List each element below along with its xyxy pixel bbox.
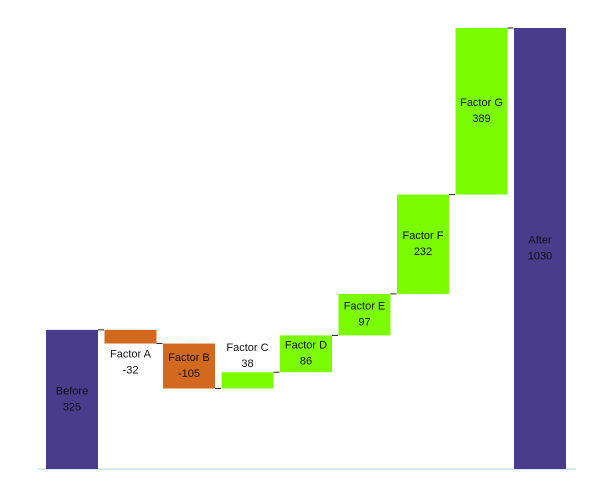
value-label: 232 [414,246,432,258]
total-bar [46,329,98,469]
value-label: -105 [178,368,200,380]
value-label: -32 [123,364,139,376]
total-bar [514,28,566,469]
bar-label: Factor G [460,97,503,109]
value-label: 38 [241,358,253,370]
value-label: 86 [300,356,312,368]
bar-label: Factor A [110,348,152,360]
bar-label: Before [56,385,88,397]
bar-label: Factor C [226,342,268,354]
value-label: 1030 [528,250,552,262]
change-bar [280,335,332,373]
bar-label: Factor E [344,301,386,313]
change-bar [397,194,449,294]
bar-label: Factor F [403,230,444,242]
bar-label: After [528,234,552,246]
bar-label: Factor B [168,352,210,364]
change-bar [455,28,508,195]
change-bar [104,329,157,344]
change-bar [221,372,274,389]
change-bar [163,343,215,389]
value-label: 97 [358,317,370,329]
value-label: 389 [472,113,490,125]
bar-label: Factor D [285,340,327,352]
value-label: 325 [63,401,81,413]
change-bar [338,293,391,336]
